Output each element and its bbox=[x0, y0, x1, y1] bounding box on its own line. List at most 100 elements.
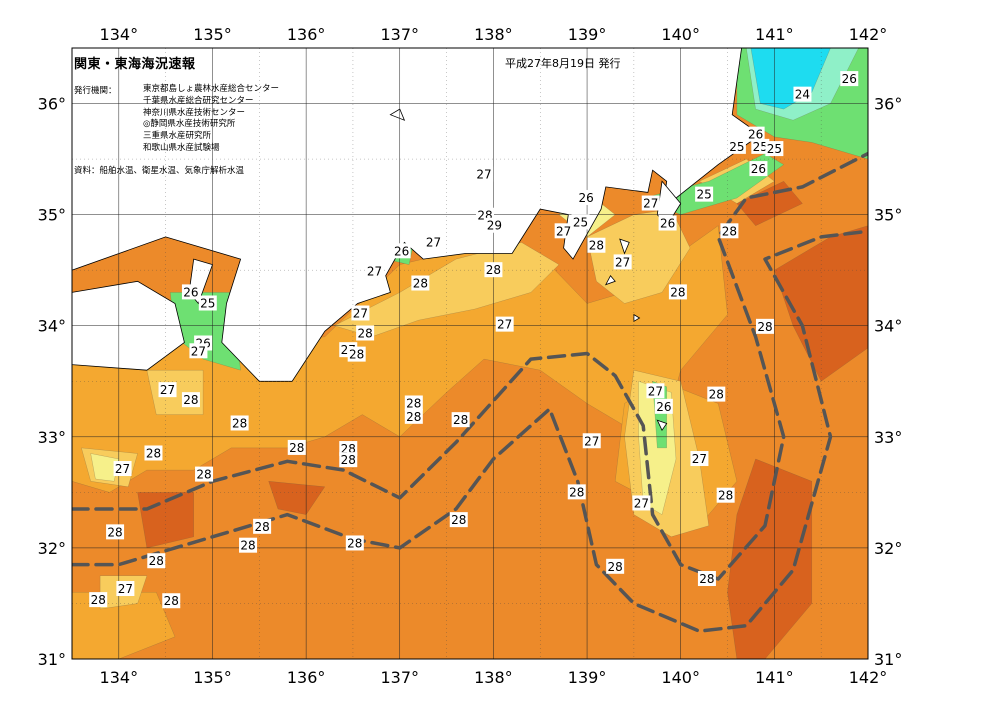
temperature-label: 28 bbox=[451, 513, 466, 527]
temperature-label: 28 bbox=[486, 263, 501, 277]
temperature-label: 27 bbox=[353, 307, 368, 321]
temperature-label-bg bbox=[181, 392, 200, 408]
temperature-label: 25 bbox=[573, 215, 588, 229]
kuroshio-front-line bbox=[72, 229, 868, 633]
temperature-label-bg bbox=[697, 571, 716, 587]
temperature-label: 27 bbox=[648, 384, 663, 398]
lon-tick-label-bottom: 137° bbox=[380, 668, 419, 687]
temperature-label-bg bbox=[495, 316, 514, 332]
temperature-label: 28 bbox=[357, 327, 372, 341]
temperature-label-bg bbox=[654, 398, 673, 414]
lon-tick-label-bottom: 141° bbox=[755, 668, 794, 687]
temperature-label: 28 bbox=[149, 554, 164, 568]
lat-tick-label-right: 36° bbox=[874, 95, 902, 114]
temperature-label-bg bbox=[668, 284, 687, 300]
temperature-label: 28 bbox=[341, 453, 356, 467]
temperature-label: 28 bbox=[196, 468, 211, 482]
temperature-label-bg bbox=[253, 518, 272, 534]
temperature-label-bg bbox=[567, 484, 586, 500]
temperature-label: 26 bbox=[842, 72, 857, 86]
temperature-label: 28 bbox=[589, 239, 604, 253]
temperature-label: 27 bbox=[692, 452, 707, 466]
temperature-label: 28 bbox=[670, 285, 685, 299]
temperature-label-bg bbox=[695, 186, 714, 202]
temperature-label-bg bbox=[606, 558, 625, 574]
temperature-region bbox=[90, 453, 120, 482]
temperature-label-bg bbox=[287, 439, 306, 455]
temperature-label-bg bbox=[485, 217, 504, 233]
temperature-label: 28 bbox=[146, 446, 161, 460]
temperature-label-bg bbox=[347, 346, 366, 362]
temperature-label-bg bbox=[162, 593, 181, 609]
temperature-label-bg bbox=[365, 263, 384, 279]
temperature-label: 28 bbox=[699, 572, 714, 586]
temperature-label-bg bbox=[613, 254, 632, 270]
fronts bbox=[72, 151, 868, 633]
temperature-label-bg bbox=[198, 295, 217, 311]
temperature-label: 27 bbox=[115, 462, 130, 476]
temperature-label-bg bbox=[554, 223, 573, 239]
issuer-item: 千葉県水産総合研究センター bbox=[143, 95, 254, 106]
land-mass bbox=[619, 238, 630, 255]
temperature-label-bg bbox=[582, 433, 601, 449]
lat-tick-label-left: 36° bbox=[38, 95, 66, 114]
temperature-label-bg bbox=[195, 466, 214, 482]
temperature-label: 28 bbox=[232, 416, 247, 430]
temperature-label: 28 bbox=[406, 396, 421, 410]
temperature-label-bg bbox=[106, 524, 125, 540]
temperature-label-bg bbox=[720, 223, 739, 239]
issuer-item: 神奈川県水産技術センター bbox=[143, 107, 246, 118]
temperature-label-bg bbox=[484, 262, 503, 278]
temperature-label: 28 bbox=[240, 539, 255, 553]
temperature-label: 25 bbox=[753, 140, 768, 154]
lat-tick-label-right: 33° bbox=[874, 428, 902, 447]
temperature-label: 26 bbox=[751, 162, 766, 176]
temperature-label-bg bbox=[475, 166, 494, 182]
lat-tick-label-left: 31° bbox=[38, 650, 66, 669]
temperature-label-bg bbox=[113, 461, 132, 477]
temperature-label-bg bbox=[577, 189, 596, 205]
temperature-label: 27 bbox=[160, 383, 175, 397]
temperature-label: 28 bbox=[406, 410, 421, 424]
issuer-item: 三重県水産研究所 bbox=[143, 131, 212, 142]
temperature-label-bg bbox=[356, 325, 375, 341]
temperature-label-bg bbox=[571, 214, 590, 230]
temperature-label-bg bbox=[424, 234, 443, 250]
issue-date: 平成27年8月19日 発行 bbox=[505, 57, 621, 70]
temperature-label: 28 bbox=[722, 224, 737, 238]
temperature-label: 27 bbox=[118, 582, 133, 596]
lon-tick-label-bottom: 140° bbox=[661, 668, 700, 687]
lon-tick-label-top: 141° bbox=[755, 25, 794, 44]
temperature-label-bg bbox=[158, 382, 177, 398]
temperature-label: 28 bbox=[709, 388, 724, 402]
temperature-label: 26 bbox=[660, 217, 675, 231]
temperature-label: 28 bbox=[608, 560, 623, 574]
temperature-label: 28 bbox=[718, 489, 733, 503]
temperature-label-bg bbox=[89, 592, 108, 608]
temperature-label-bg bbox=[411, 275, 430, 291]
map-frame bbox=[71, 47, 869, 660]
temperature-label: 28 bbox=[107, 525, 122, 539]
temperature-label-bg bbox=[751, 138, 770, 154]
temperature-label-bg bbox=[345, 535, 364, 551]
temperature-label-bg bbox=[641, 195, 660, 211]
temperature-label-bg bbox=[587, 237, 606, 253]
land-mass bbox=[633, 313, 641, 322]
temperature-label-bg bbox=[116, 581, 135, 597]
lat-tick-label-left: 32° bbox=[38, 539, 66, 558]
temperature-label-bg bbox=[658, 215, 677, 231]
temperature-label: 28 bbox=[254, 520, 269, 534]
issuer-item: 和歌山県水産試験場 bbox=[143, 142, 220, 153]
lon-tick-label-top: 136° bbox=[287, 25, 326, 44]
temperature-label: 25 bbox=[696, 188, 711, 202]
lon-tick-label-bottom: 135° bbox=[193, 668, 232, 687]
temperature-label-bg bbox=[404, 395, 423, 411]
temperature-label-bg bbox=[755, 318, 774, 334]
temperature-label: 27 bbox=[426, 235, 441, 249]
lat-tick-label-left: 34° bbox=[38, 317, 66, 336]
temperature-label: 28 bbox=[164, 594, 179, 608]
temperature-label: 27 bbox=[497, 318, 512, 332]
temperature-label: 26 bbox=[183, 285, 198, 299]
